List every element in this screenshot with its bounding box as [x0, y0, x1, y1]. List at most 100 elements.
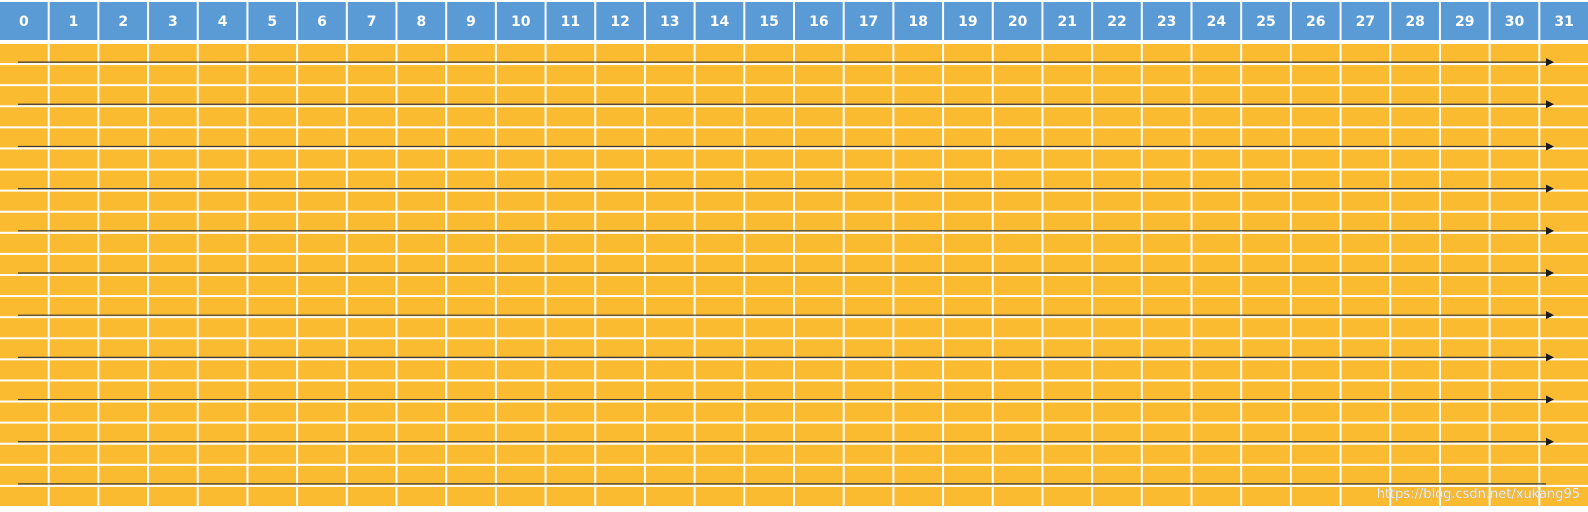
- grid-cell: [298, 254, 346, 274]
- grid-cell: [1440, 149, 1489, 169]
- grid-cell: [1142, 128, 1191, 148]
- grid-cell: [496, 297, 545, 317]
- grid-cell: [1540, 254, 1588, 274]
- grid-cell: [149, 423, 197, 443]
- grid-cell: [645, 465, 694, 485]
- grid-cell: [944, 254, 992, 274]
- column-header-label: 0: [19, 14, 29, 30]
- grid-cell: [1242, 276, 1290, 296]
- grid-cell: [1440, 444, 1489, 464]
- grid-cell: [1192, 212, 1241, 232]
- grid-cell: [248, 44, 297, 64]
- grid-cell: [645, 444, 694, 464]
- grid-cell: [248, 191, 297, 211]
- column-header-label: 9: [466, 14, 476, 30]
- grid-cell: [447, 402, 495, 422]
- arrow-head-icon: [1546, 100, 1554, 109]
- grid-cell: [1440, 212, 1489, 232]
- grid-cell: [1341, 486, 1390, 506]
- grid-cell: [248, 107, 297, 127]
- grid-cell: [1391, 444, 1439, 464]
- grid-cell: [645, 423, 694, 443]
- grid-cell: [795, 297, 843, 317]
- grid-cell: [1490, 360, 1539, 380]
- grid-cell: [397, 297, 446, 317]
- grid-cell: [149, 170, 197, 190]
- grid-cell: [745, 339, 793, 359]
- column-header-label: 11: [561, 14, 580, 30]
- grid-cell: [99, 86, 148, 106]
- grid-cell: [496, 254, 545, 274]
- grid-cell: [248, 381, 297, 401]
- grid-cell: [645, 254, 694, 274]
- grid-cell: [745, 128, 793, 148]
- column-header-label: 19: [958, 14, 977, 30]
- grid-cell: [596, 149, 644, 169]
- grid-cell: [0, 191, 48, 211]
- grid-cell: [745, 44, 793, 64]
- grid-cell: [1440, 86, 1489, 106]
- grid-cell: [0, 149, 48, 169]
- grid-cell: [198, 486, 247, 506]
- grid-cell: [894, 297, 943, 317]
- grid-cell: [99, 254, 148, 274]
- grid-cell: [1043, 402, 1092, 422]
- grid-cell: [1490, 191, 1539, 211]
- grid-cell: [49, 86, 98, 106]
- grid-cell: [447, 86, 495, 106]
- grid-cell: [1043, 297, 1092, 317]
- grid-cell: [198, 465, 247, 485]
- grid-cell: [944, 465, 992, 485]
- column-header-label: 1: [69, 14, 79, 30]
- column-header-label: 28: [1405, 14, 1424, 30]
- grid-cell: [298, 128, 346, 148]
- grid-cell: [1093, 318, 1141, 338]
- grid-cell: [1490, 170, 1539, 190]
- grid-cell: [1490, 318, 1539, 338]
- grid-cell: [596, 465, 644, 485]
- grid-cell: [1490, 423, 1539, 443]
- grid-cell: [1043, 254, 1092, 274]
- grid-cell: [0, 423, 48, 443]
- arrow-head-icon: [1546, 269, 1554, 277]
- grid-cell: [944, 381, 992, 401]
- grid-cell: [1142, 44, 1191, 64]
- grid-cell: [496, 149, 545, 169]
- grid-cell: [198, 191, 247, 211]
- grid-cell: [944, 444, 992, 464]
- grid-cell: [1490, 486, 1539, 506]
- grid-cell: [944, 170, 992, 190]
- grid-cell: [993, 191, 1042, 211]
- grid-cell: [795, 107, 843, 127]
- grid-cell: [347, 444, 396, 464]
- grid-cell: [745, 191, 793, 211]
- grid-cell: [347, 128, 396, 148]
- grid-cell: [49, 297, 98, 317]
- grid-cell: [695, 191, 744, 211]
- grid-cell: [1440, 191, 1489, 211]
- grid-cell: [1391, 128, 1439, 148]
- grid-cell: [49, 44, 98, 64]
- grid-cell: [1540, 149, 1588, 169]
- grid-cell: [993, 65, 1042, 85]
- grid-cell: [944, 107, 992, 127]
- grid-cell: [149, 276, 197, 296]
- grid-cell: [447, 276, 495, 296]
- grid-cell: [198, 107, 247, 127]
- grid-cell: [645, 233, 694, 253]
- grid-cell: [198, 444, 247, 464]
- grid-cell: [149, 486, 197, 506]
- grid-cell: [1540, 276, 1588, 296]
- grid-cell: [198, 297, 247, 317]
- grid-cell: [397, 233, 446, 253]
- grid-cell: [447, 191, 495, 211]
- grid-cell: [645, 276, 694, 296]
- arrow-head-icon: [1546, 311, 1554, 320]
- grid-cell: [645, 297, 694, 317]
- column-header-cell: [894, 2, 943, 40]
- grid-cell: [447, 297, 495, 317]
- grid-cell: [1391, 107, 1439, 127]
- grid-cell: [1093, 254, 1141, 274]
- grid-cell: [695, 233, 744, 253]
- grid-cell: [993, 149, 1042, 169]
